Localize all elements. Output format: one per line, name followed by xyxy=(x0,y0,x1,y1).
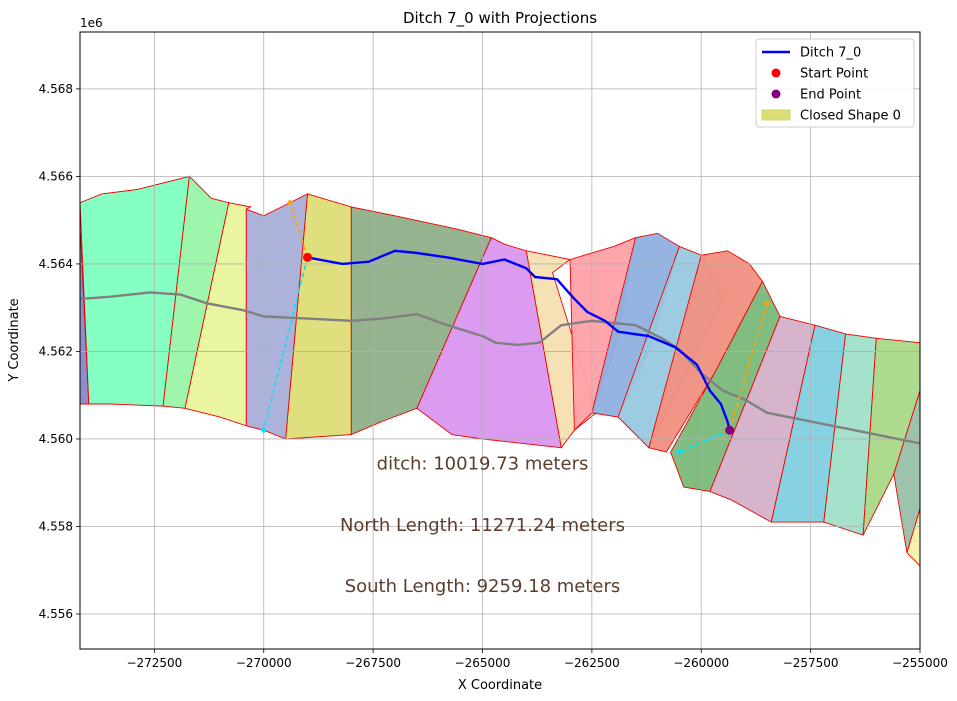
y-tick-label-4: 4.564 xyxy=(39,257,73,271)
y-tick-label-2: 4.560 xyxy=(39,432,73,446)
north-projection-line-0 xyxy=(289,202,309,258)
legend-swatch-1 xyxy=(771,68,781,78)
y-tick-layer: 4.556 4.558 4.560 4.562 4.564 4.566 4.568 xyxy=(39,82,80,621)
south-projection-line-1 xyxy=(679,429,731,453)
x-tick-label-6: −257500 xyxy=(783,656,839,670)
closed-shape-1 xyxy=(80,224,90,405)
chart-title: Ditch 7_0 with Projections xyxy=(403,9,597,28)
legend-swatch-2 xyxy=(771,89,781,99)
annotation-1: North Length: 11271.24 meters xyxy=(340,515,625,536)
plot-frame xyxy=(79,31,921,650)
ditch-line xyxy=(307,249,731,431)
x-tick-layer: −272500 −270000 −267500 −265000 −262500 −2600… xyxy=(126,649,948,670)
y-offset-label: 1e6 xyxy=(80,16,103,30)
legend-label-2: End Point xyxy=(800,88,861,103)
south-projection-line-0 xyxy=(263,257,309,431)
lines-layer xyxy=(80,200,920,455)
closed-shape-14 xyxy=(709,315,816,523)
x-tick-label-2: −267500 xyxy=(345,656,401,670)
legend-box xyxy=(755,38,915,128)
legend-label-3: Closed Shape 0 xyxy=(800,109,901,124)
south-projection-point-0 xyxy=(261,427,267,433)
y-tick-label-0: 4.556 xyxy=(39,607,73,621)
closed-shapes-layer xyxy=(80,175,920,567)
x-tick-label-0: −272500 xyxy=(126,656,182,670)
legend-label-1: Start Point xyxy=(800,67,868,82)
y-tick-label-3: 4.562 xyxy=(39,344,73,358)
x-tick-label-5: −260000 xyxy=(673,656,729,670)
x-tick-label-1: −270000 xyxy=(236,656,292,670)
y-tick-label-6: 4.568 xyxy=(39,82,73,96)
x-axis-label: X Coordinate xyxy=(458,678,542,693)
x-tick-label-7: −255000 xyxy=(892,656,948,670)
north-projection-point-0 xyxy=(287,200,293,206)
closed-shape-7 xyxy=(416,237,562,449)
points-layer xyxy=(303,252,735,435)
legend: Ditch 7_0 Start Point End Point Closed Shap… xyxy=(755,38,915,128)
north-projection-line-1 xyxy=(728,303,768,431)
end-point xyxy=(725,425,735,435)
closed-shape-19 xyxy=(906,508,920,567)
legend-swatch-shape xyxy=(761,109,791,121)
centerline xyxy=(80,291,920,445)
annotation-layer: ditch: 10019.73 meters North Length: 1127… xyxy=(340,454,625,598)
legend-label-0: Ditch 7_0 xyxy=(800,46,861,61)
annotation-2: South Length: 9259.18 meters xyxy=(345,576,621,597)
start-point xyxy=(303,252,312,262)
y-tick-label-1: 4.558 xyxy=(39,519,73,533)
south-projection-point-1 xyxy=(676,449,682,455)
x-tick-label-3: −265000 xyxy=(455,656,511,670)
x-tick-label-4: −262500 xyxy=(564,656,620,670)
annotation-0: ditch: 10019.73 meters xyxy=(377,454,589,475)
y-axis-label: Y Coordinate xyxy=(7,298,22,382)
north-projection-point-1 xyxy=(764,300,770,306)
y-tick-label-5: 4.566 xyxy=(39,169,73,183)
